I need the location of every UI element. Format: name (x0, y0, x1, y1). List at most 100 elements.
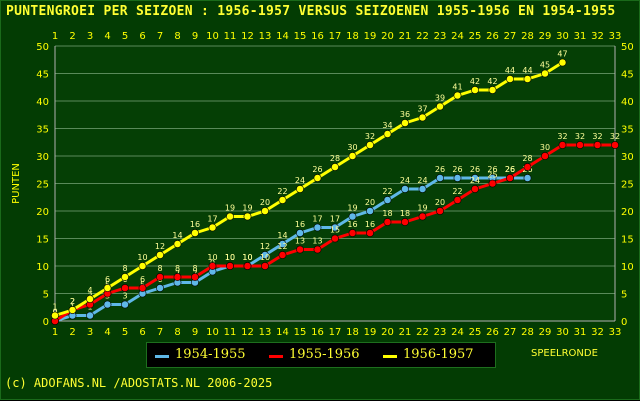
series-1-data-label: 22 (382, 187, 392, 196)
series-3-point (138, 262, 147, 270)
x-axis-title: SPEELRONDE (531, 348, 598, 359)
x-tick-label-bottom: 33 (609, 327, 622, 338)
series-2-data-label: 22 (452, 187, 462, 196)
series-2-data-label: 8 (192, 264, 197, 273)
series-3-point (313, 174, 322, 182)
series-3-data-label: 22 (277, 187, 287, 196)
y-tick-label-right: 15 (621, 235, 634, 246)
x-tick-label-top: 6 (139, 31, 145, 42)
legend-label-series-3: 1956-1957 (403, 347, 474, 362)
series-2-data-label: 13 (312, 237, 322, 246)
x-tick-label-top: 12 (241, 31, 254, 42)
x-tick-label-top: 11 (224, 31, 237, 42)
x-tick-label-top: 1 (52, 31, 58, 42)
series-3-point (243, 212, 252, 221)
x-tick-label-bottom: 27 (504, 327, 517, 338)
series-2-point (243, 262, 252, 270)
x-tick-label-top: 27 (504, 31, 517, 42)
series-1-point (383, 196, 392, 204)
x-tick-label-bottom: 26 (486, 327, 499, 338)
series-2-data-label: 13 (295, 237, 305, 246)
series-3-data-label: 45 (540, 61, 550, 70)
series-1-data-label: 14 (277, 231, 287, 240)
series-1-point (261, 251, 269, 259)
x-tick-label-top: 13 (259, 31, 272, 42)
y-tick-label-left: 5 (43, 290, 49, 301)
y-tick-label-right: 50 (621, 42, 634, 53)
x-tick-label-bottom: 17 (329, 327, 342, 338)
series-1-data-label: 26 (487, 165, 497, 174)
series-2-point (611, 141, 619, 149)
x-tick-label-top: 18 (346, 31, 359, 42)
series-3-data-label: 10 (137, 253, 147, 262)
series-1-data-label: 26 (470, 165, 480, 174)
x-tick-label-top: 33 (609, 31, 622, 42)
x-tick-label-top: 19 (364, 31, 377, 42)
x-tick-label-bottom: 23 (434, 327, 447, 338)
series-1-data-label: 16 (295, 220, 305, 229)
series-1-point (401, 185, 409, 193)
series-2-data-label: 28 (522, 154, 532, 163)
series-2-data-label: 26 (505, 165, 515, 174)
series-1-point (436, 174, 444, 182)
x-tick-label-top: 28 (521, 31, 534, 42)
series-3-point (68, 306, 77, 314)
series-2-point (541, 152, 549, 160)
x-tick-label-top: 5 (122, 31, 128, 42)
x-tick-label-bottom: 2 (69, 327, 75, 338)
x-tick-label-bottom: 8 (174, 327, 180, 338)
series-1-data-label: 17 (312, 215, 322, 224)
x-tick-label-bottom: 16 (311, 327, 324, 338)
series-2-point (593, 141, 602, 149)
series-1-point (278, 240, 287, 248)
x-tick-label-bottom: 5 (122, 327, 128, 338)
series-line-1 (54, 176, 528, 323)
series-3-point (558, 58, 567, 67)
y-tick-label-right: 25 (621, 180, 634, 191)
series-2-data-label: 18 (382, 209, 392, 218)
y-tick-label-left: 15 (36, 235, 49, 246)
series-3-data-label: 28 (330, 154, 340, 163)
x-tick-label-bottom: 14 (276, 327, 289, 338)
series-2-point (366, 229, 374, 237)
series-3-data-label: 41 (452, 83, 462, 92)
series-3-point (331, 163, 339, 171)
series-3-data-label: 42 (470, 77, 480, 86)
x-tick-label-bottom: 22 (416, 327, 429, 338)
series-2-data-label: 19 (417, 204, 427, 213)
series-2-point (401, 218, 409, 226)
series-1-point (313, 223, 322, 232)
series-3-point (401, 119, 409, 127)
x-tick-label-top: 3 (87, 31, 93, 42)
y-tick-label-left: 35 (36, 125, 49, 136)
series-1-data-label: 26 (505, 165, 515, 174)
series-2-point (173, 273, 182, 281)
series-3-data-label: 44 (505, 66, 515, 75)
series-3-point (156, 251, 164, 259)
x-tick-label-bottom: 9 (192, 327, 198, 338)
series-2-point (348, 229, 357, 237)
x-tick-label-top: 15 (294, 31, 307, 42)
y-tick-label-right: 30 (621, 152, 634, 163)
x-tick-label-bottom: 4 (104, 327, 110, 338)
series-3-point (541, 69, 549, 78)
x-tick-label-top: 7 (157, 31, 163, 42)
x-tick-label-bottom: 3 (87, 327, 93, 338)
series-2-point (296, 245, 304, 254)
series-3-point (296, 185, 304, 193)
series-3-point (471, 86, 479, 94)
x-tick-label-bottom: 25 (469, 327, 482, 338)
legend: 1954-1955 1955-1956 1956-1957 (146, 342, 496, 368)
x-tick-label-bottom: 20 (381, 327, 394, 338)
series-2-data-label: 8 (157, 264, 162, 273)
x-tick-label-bottom: 12 (241, 327, 254, 338)
series-3-point (366, 141, 374, 149)
series-3-data-label: 2 (70, 297, 75, 306)
series-1-point (453, 174, 462, 182)
y-tick-label-right: 35 (621, 125, 634, 136)
series-1-point (331, 223, 339, 232)
x-tick-label-top: 30 (556, 31, 569, 42)
series-3-point (86, 295, 94, 303)
